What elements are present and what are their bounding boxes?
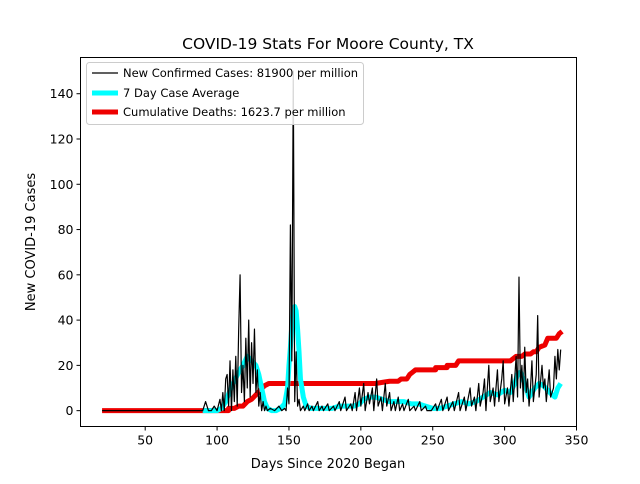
y-axis-label: New COVID-19 Cases (24, 173, 39, 311)
legend-box (86, 62, 364, 125)
x-tick-label: 350 (565, 433, 589, 448)
y-tick-label: 20 (58, 358, 74, 373)
y-tick-label: 120 (50, 131, 74, 146)
x-tick-label: 100 (205, 433, 229, 448)
y-tick-label: 80 (58, 222, 74, 237)
x-tick-label: 200 (349, 433, 373, 448)
x-tick-label: 300 (493, 433, 517, 448)
series-layer (102, 70, 564, 414)
y-tick-label: 40 (58, 313, 74, 328)
x-axis-label: Days Since 2020 Began (251, 457, 406, 472)
y-tick-label: 60 (58, 267, 74, 282)
series-cumulative-deaths (102, 329, 564, 414)
x-tick-label: 50 (137, 433, 153, 448)
legend-label-cumulative-deaths: Cumulative Deaths: 1623.7 per million (123, 105, 346, 119)
legend-label-7day-average: 7 Day Case Average (123, 86, 239, 100)
x-tick-label: 250 (421, 433, 445, 448)
legend: New Confirmed Cases: 81900 per million 7… (86, 62, 364, 125)
y-tick-label: 140 (50, 86, 74, 101)
y-tick-label: 0 (66, 403, 74, 418)
y-tick-label: 100 (50, 177, 74, 192)
plot-frame (80, 57, 577, 427)
legend-label-new-cases: New Confirmed Cases: 81900 per million (123, 66, 358, 80)
axis-ticks: 50 100 150 200 250 300 350 0 20 40 60 80 100 120 140 (50, 86, 589, 447)
x-tick-label: 150 (277, 433, 301, 448)
series-new-confirmed-cases (102, 70, 562, 412)
chart-title: COVID-19 Stats For Moore County, TX (182, 35, 474, 53)
